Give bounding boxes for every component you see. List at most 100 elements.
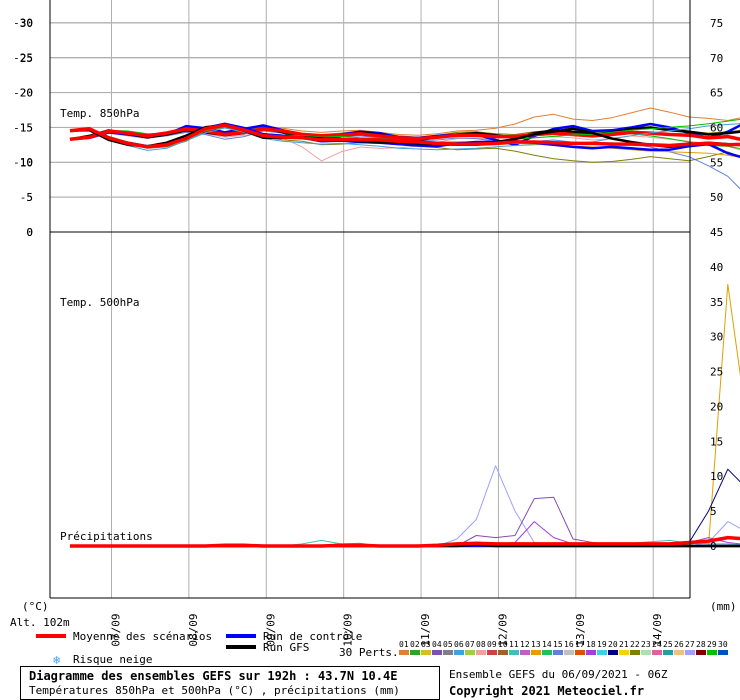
run-info: Ensemble GEFS du 06/09/2021 - 06Z: [449, 668, 668, 681]
y-tick-label: 10: [20, 156, 33, 169]
perturbation-legend: 01 02 03 04 05 06 07 08 09 10 11 12 13 14 15 16 17 18 19 20…: [399, 640, 728, 655]
pert-swatch: [608, 650, 618, 655]
pert-swatch: [575, 650, 585, 655]
x-tick-label: 12/09: [496, 613, 509, 646]
footer-title: Diagramme des ensembles GEFS sur 192h : …: [29, 669, 398, 683]
series-line: [70, 496, 740, 547]
pert-swatch: [619, 650, 629, 655]
pert-number: 05: [443, 640, 453, 649]
y-tick-label: -30: [13, 17, 33, 30]
pert-swatch: [487, 650, 497, 655]
y-tick-label: 20: [20, 87, 33, 100]
pert-number: 14: [542, 640, 552, 649]
pert-swatch: [586, 650, 596, 655]
panel-label-850: Temp. 850hPa: [60, 107, 139, 120]
legend-gfs: Run GFS: [263, 641, 309, 654]
pert-number: 28: [696, 640, 706, 649]
series-line: [70, 468, 740, 547]
y-tick-label-right: 25: [710, 366, 723, 379]
y-tick-label-right: 65: [710, 87, 723, 100]
pert-swatch: [498, 650, 508, 655]
y-tick-label-right: 55: [710, 156, 723, 169]
pert-swatch: [520, 650, 530, 655]
tick-labels: 07/09 08/09 09/09 10/09 11/09 12/09 13/09 14/09…: [13, 17, 723, 647]
pert-swatch: [553, 650, 563, 655]
pert-number: 20: [608, 640, 618, 649]
panel-label-precip: Précipitations: [60, 530, 153, 543]
pert-swatch: [674, 650, 684, 655]
pert-number: 15: [553, 640, 563, 649]
altitude-label: Alt. 102m: [10, 616, 70, 629]
y-tick-label: 0: [26, 226, 33, 239]
pert-swatch: [707, 650, 717, 655]
pert-number: 12: [520, 640, 530, 649]
series-line: [70, 535, 740, 548]
y-tick-label: 15: [20, 122, 33, 135]
series-line: [70, 465, 740, 547]
pert-swatch: [531, 650, 541, 655]
y-tick-label-right: 35: [710, 296, 723, 309]
y-tick-label-right: 70: [710, 52, 723, 65]
y-tick-label-right: 15: [710, 435, 723, 448]
x-tick-label: 08/09: [187, 613, 200, 646]
series-line: [70, 283, 740, 547]
axes: [49, 0, 691, 599]
pert-swatch: [564, 650, 574, 655]
y-tick-label: 25: [20, 52, 33, 65]
y-tick-label: 5: [26, 191, 33, 204]
y-tick-label-right: 10: [710, 470, 723, 483]
pert-swatch: [718, 650, 728, 655]
grid: [50, 0, 690, 598]
pert-swatch: [399, 650, 409, 655]
pert-number: 18: [586, 640, 596, 649]
y-tick-label: -10: [13, 156, 33, 169]
x-tick-label: 11/09: [419, 613, 432, 646]
footer-box: [20, 666, 440, 700]
pert-swatch: [465, 650, 475, 655]
y-tick-label: 30: [20, 17, 33, 30]
pert-number: 13: [531, 640, 541, 649]
y-tick-label-right: 40: [710, 261, 723, 274]
series-layer: [69, 107, 740, 548]
pert-number: 23: [641, 640, 651, 649]
x-tick-label: 14/09: [651, 613, 664, 646]
pert-number: 02: [410, 640, 420, 649]
pert-number: 29: [707, 640, 717, 649]
pert-swatch: [597, 650, 607, 655]
x-tick-label: 09/09: [264, 613, 277, 646]
pert-swatch: [652, 650, 662, 655]
y-tick-label-right: 0: [710, 540, 717, 553]
pert-number: 11: [509, 640, 519, 649]
legend-control: Run de contrôle: [263, 630, 362, 643]
copyright: Copyright 2021 Meteociel.fr: [449, 684, 645, 698]
pert-swatch: [410, 650, 420, 655]
pert-number: 19: [597, 640, 607, 649]
pert-number: 07: [465, 640, 475, 649]
unit-left: (°C): [22, 600, 49, 613]
x-tick-label: 10/09: [342, 613, 355, 646]
pert-swatch: [663, 650, 673, 655]
series-line: [69, 123, 740, 149]
pert-number: 04: [432, 640, 442, 649]
pert-swatch: [696, 650, 706, 655]
pert-swatch: [443, 650, 453, 655]
pert-number: 09: [487, 640, 497, 649]
pert-number: 08: [476, 640, 486, 649]
y-tick-label-right: 45: [710, 226, 723, 239]
pert-number: 10: [498, 640, 508, 649]
y-tick-label: -5: [20, 191, 33, 204]
pert-number: 06: [454, 640, 464, 649]
pert-number: 22: [630, 640, 640, 649]
panel-label-500: Temp. 500hPa: [60, 296, 139, 309]
pert-swatch: [685, 650, 695, 655]
y-tick-label: -20: [13, 86, 33, 99]
series-line: [69, 123, 740, 151]
y-tick-label-right: 20: [710, 400, 723, 413]
pert-number: 03: [421, 640, 431, 649]
pert-swatch: [476, 650, 486, 655]
legend-mean: Moyenne des scénarios: [73, 630, 212, 643]
pert-number: 17: [575, 640, 585, 649]
pert-swatch: [454, 650, 464, 655]
legend-perts: 30 Perts.: [339, 646, 399, 659]
